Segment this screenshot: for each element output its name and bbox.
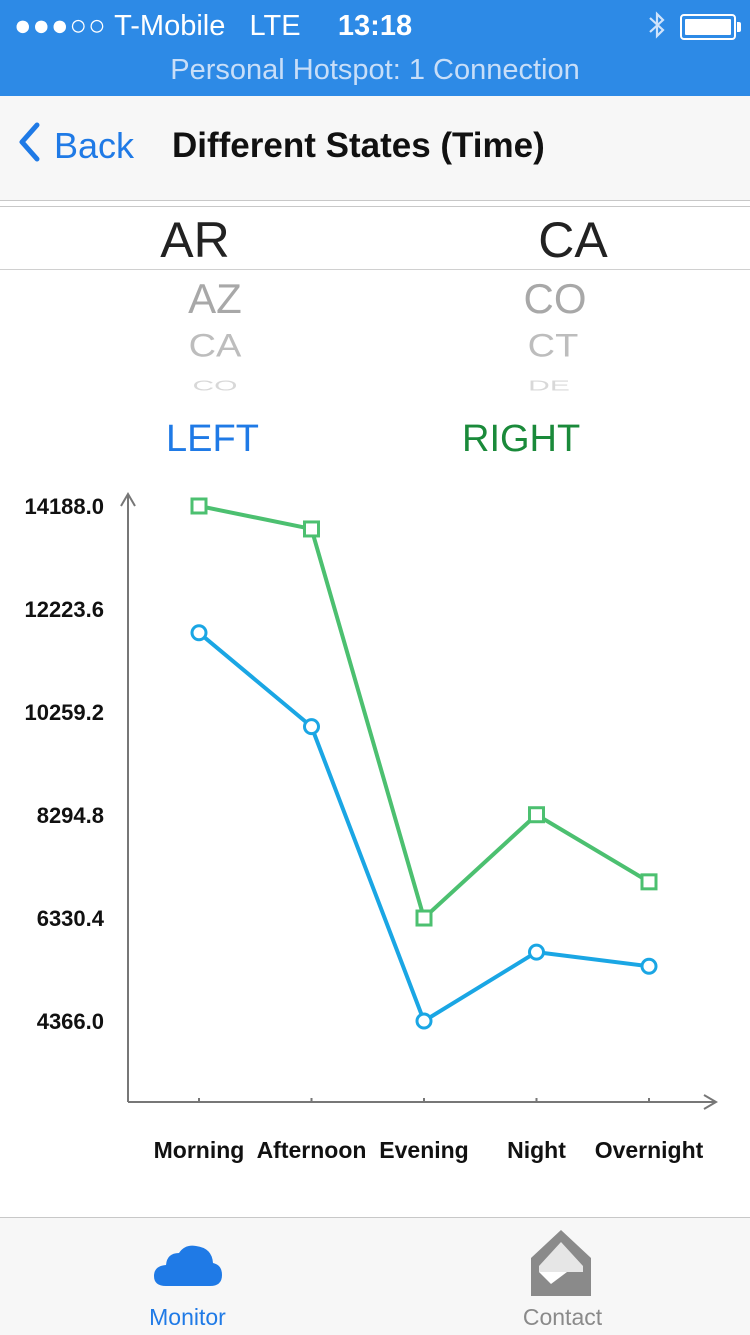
x-tick-label: Afternoon [257,1137,367,1163]
series-line-left [197,631,650,1023]
right-picker-option[interactable]: DE [528,380,570,392]
tab-contact-label: Contact [522,1304,603,1330]
data-point-circle [303,718,320,736]
data-point-square [528,806,545,824]
x-axis-arrow [703,1094,718,1110]
tab-bar: Monitor Contact [0,1217,750,1335]
status-time: 13:18 [337,10,413,42]
y-tick-label: 8294.8 [37,803,104,828]
left-picker-option[interactable]: CO [192,380,238,392]
x-tick-label: Morning [154,1137,245,1163]
time-line-chart: 14188.0 12223.6 10259.2 8294.8 6330.4 4366.0 M… [24,492,718,1163]
y-tick-label: 4366.0 [37,1009,104,1034]
y-tick-label: 6330.4 [37,906,105,931]
tab-monitor-label: Monitor [149,1304,226,1330]
data-point-circle [528,943,545,961]
status-bar: ●●●○○ T-Mobile LTE 13:18 Personal Hotspo… [0,0,750,96]
left-picker-option[interactable]: AZ [188,275,242,322]
page-title: Different States (Time) [172,126,545,165]
y-tick-label: 12223.6 [24,597,104,622]
data-point-square [190,497,208,515]
state-pickers: AR AZ CA CO CA CO CT DE [0,206,750,397]
data-point-circle [190,624,208,642]
left-picker-selected[interactable]: AR [160,212,230,268]
y-axis-arrow [120,492,136,507]
left-picker-option[interactable]: CA [188,328,242,364]
tab-monitor[interactable]: Monitor [0,1218,375,1335]
envelope-icon [531,1230,591,1296]
picker-divider [0,269,750,270]
data-point-circle [415,1012,433,1030]
x-tick-label: Evening [379,1137,468,1163]
right-series-label: RIGHT [462,418,581,460]
hotspot-banner[interactable]: Personal Hotspot: 1 Connection [170,54,580,86]
data-point-circle [640,957,658,975]
carrier-name: T-Mobile [114,10,226,42]
y-tick-label: 14188.0 [24,494,104,519]
navigation-bar: Back Different States (Time) [0,96,750,201]
series-line-right [198,504,651,921]
right-picker-option[interactable]: CT [527,328,579,364]
tab-contact[interactable]: Contact [375,1218,750,1335]
y-tick-label: 10259.2 [24,700,104,725]
bluetooth-icon [646,10,668,47]
x-tick-label: Overnight [595,1137,704,1163]
back-button[interactable]: Back [18,120,134,172]
back-label: Back [54,125,135,166]
data-point-square [415,909,433,927]
x-tick-label: Night [507,1137,566,1163]
left-series-label: LEFT [166,418,259,460]
right-picker-option[interactable]: CO [523,275,587,322]
right-picker-selected[interactable]: CA [538,212,608,268]
data-point-square [303,520,320,538]
carrier-info: ●●●○○ T-Mobile LTE [14,10,301,43]
chevron-left-icon [18,122,54,171]
battery-icon [680,14,741,40]
cloud-icon [154,1245,222,1286]
data-point-square [640,873,658,891]
signal-strength: ●●●○○ [14,10,107,42]
network-type: LTE [249,10,301,42]
